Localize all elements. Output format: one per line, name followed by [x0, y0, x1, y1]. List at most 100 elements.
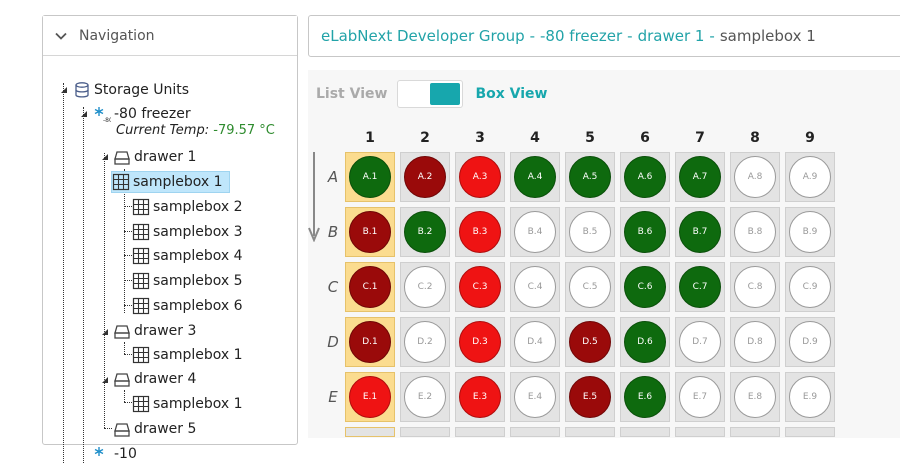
sample-well[interactable]: A.7	[679, 156, 721, 198]
grid-cell[interactable]: B.2	[400, 207, 450, 257]
tree-item-drawer-3[interactable]: drawer 3	[113, 320, 196, 342]
column-header[interactable]: 9	[805, 130, 815, 146]
sample-well[interactable]: C.5	[569, 266, 611, 308]
grid-cell[interactable]: C.6	[620, 262, 670, 312]
sample-well[interactable]: A.6	[624, 156, 666, 198]
row-header[interactable]: E	[328, 388, 338, 406]
grid-cell[interactable]: A.5	[565, 152, 615, 202]
chevron-down-icon[interactable]	[55, 30, 67, 42]
sample-well[interactable]: A.8	[734, 156, 776, 198]
grid-cell[interactable]: D.5	[565, 317, 615, 367]
tree-item-drawer-4[interactable]: drawer 4	[113, 368, 196, 390]
tree-item-storage-units[interactable]: Storage Units	[73, 79, 189, 101]
grid-cell[interactable]: E.6	[620, 372, 670, 422]
grid-cell[interactable]: C.7	[675, 262, 725, 312]
sample-well[interactable]: C.3	[459, 266, 501, 308]
tree-item-freezer[interactable]: -80 -80 freezer	[93, 103, 191, 125]
breadcrumb-freezer[interactable]: -80 freezer	[540, 27, 623, 45]
column-header[interactable]: 1	[365, 130, 375, 146]
sample-well[interactable]: C.4	[514, 266, 556, 308]
collapse-toggle-icon[interactable]	[101, 376, 109, 384]
list-view-label[interactable]: List View	[316, 86, 388, 102]
grid-cell[interactable]: D.8	[730, 317, 780, 367]
sample-well[interactable]: B.6	[624, 211, 666, 253]
sample-well[interactable]: D.5	[569, 321, 611, 363]
sample-well[interactable]: A.5	[569, 156, 611, 198]
row-header[interactable]: C	[327, 278, 339, 296]
tree-item-freezer-partial[interactable]: -10	[93, 443, 137, 465]
tree-item-samplebox[interactable]: samplebox 6	[132, 295, 243, 317]
grid-cell[interactable]: D.7	[675, 317, 725, 367]
sample-well[interactable]: C.9	[789, 266, 831, 308]
sample-well[interactable]: E.5	[569, 376, 611, 418]
tree-item-samplebox[interactable]: samplebox 4	[132, 245, 243, 267]
grid-cell[interactable]: D.3	[455, 317, 505, 367]
collapse-toggle-icon[interactable]	[60, 86, 68, 94]
sample-well[interactable]: B.2	[404, 211, 446, 253]
collapse-toggle-icon[interactable]	[80, 110, 88, 118]
sample-well[interactable]: A.1	[349, 156, 391, 198]
grid-cell[interactable]: C.4	[510, 262, 560, 312]
sample-well[interactable]: D.4	[514, 321, 556, 363]
grid-cell[interactable]: E.5	[565, 372, 615, 422]
grid-cell[interactable]: E.9	[785, 372, 835, 422]
sample-well[interactable]: A.2	[404, 156, 446, 198]
sample-well[interactable]: E.3	[459, 376, 501, 418]
sample-well[interactable]: E.7	[679, 376, 721, 418]
grid-cell[interactable]: E.1	[345, 372, 395, 422]
sample-well[interactable]: C.6	[624, 266, 666, 308]
tree-item-samplebox[interactable]: samplebox 2	[132, 196, 243, 218]
breadcrumb-drawer[interactable]: drawer 1	[637, 27, 705, 45]
sample-well[interactable]: B.4	[514, 211, 556, 253]
breadcrumb-group[interactable]: eLabNext Developer Group	[321, 27, 525, 45]
sample-well[interactable]: A.4	[514, 156, 556, 198]
grid-cell[interactable]: D.9	[785, 317, 835, 367]
grid-cell[interactable]: D.1	[345, 317, 395, 367]
grid-cell[interactable]: C.9	[785, 262, 835, 312]
column-header[interactable]: 8	[750, 130, 760, 146]
grid-cell[interactable]: B.8	[730, 207, 780, 257]
view-toggle-switch[interactable]	[397, 80, 464, 108]
grid-cell[interactable]: A.2	[400, 152, 450, 202]
grid-cell[interactable]: C.3	[455, 262, 505, 312]
grid-cell[interactable]: E.8	[730, 372, 780, 422]
grid-cell[interactable]: A.4	[510, 152, 560, 202]
sample-well[interactable]: C.7	[679, 266, 721, 308]
sample-well[interactable]: D.7	[679, 321, 721, 363]
sample-well[interactable]: D.3	[459, 321, 501, 363]
column-header[interactable]: 5	[585, 130, 595, 146]
tree-item-samplebox[interactable]: samplebox 1	[132, 344, 243, 366]
column-header[interactable]: 4	[530, 130, 540, 146]
collapse-toggle-icon[interactable]	[101, 328, 109, 336]
grid-cell[interactable]: B.9	[785, 207, 835, 257]
sample-well[interactable]: B.9	[789, 211, 831, 253]
sample-well[interactable]: C.8	[734, 266, 776, 308]
grid-cell[interactable]: E.7	[675, 372, 725, 422]
sample-well[interactable]: B.8	[734, 211, 776, 253]
sample-well[interactable]: E.9	[789, 376, 831, 418]
sample-well[interactable]: C.2	[404, 266, 446, 308]
grid-cell[interactable]: E.2	[400, 372, 450, 422]
sample-well[interactable]: D.8	[734, 321, 776, 363]
grid-cell[interactable]: D.4	[510, 317, 560, 367]
sample-well[interactable]: E.4	[514, 376, 556, 418]
tree-item-samplebox[interactable]: samplebox 1	[132, 393, 243, 415]
grid-cell[interactable]: C.8	[730, 262, 780, 312]
sample-well[interactable]: E.6	[624, 376, 666, 418]
sample-well[interactable]: E.8	[734, 376, 776, 418]
grid-cell[interactable]: B.6	[620, 207, 670, 257]
sample-well[interactable]: A.3	[459, 156, 501, 198]
sample-well[interactable]: C.1	[349, 266, 391, 308]
grid-cell[interactable]: C.1	[345, 262, 395, 312]
tree-item-drawer-1[interactable]: drawer 1	[113, 146, 196, 168]
column-header[interactable]: 3	[475, 130, 485, 146]
grid-cell[interactable]: E.4	[510, 372, 560, 422]
grid-cell[interactable]: A.8	[730, 152, 780, 202]
sample-well[interactable]: D.6	[624, 321, 666, 363]
box-view-label[interactable]: Box View	[475, 86, 548, 102]
grid-cell[interactable]: A.3	[455, 152, 505, 202]
row-header[interactable]: D	[327, 333, 339, 351]
navigation-header[interactable]: Navigation	[43, 16, 297, 56]
grid-cell[interactable]: A.9	[785, 152, 835, 202]
grid-cell[interactable]: A.1	[345, 152, 395, 202]
